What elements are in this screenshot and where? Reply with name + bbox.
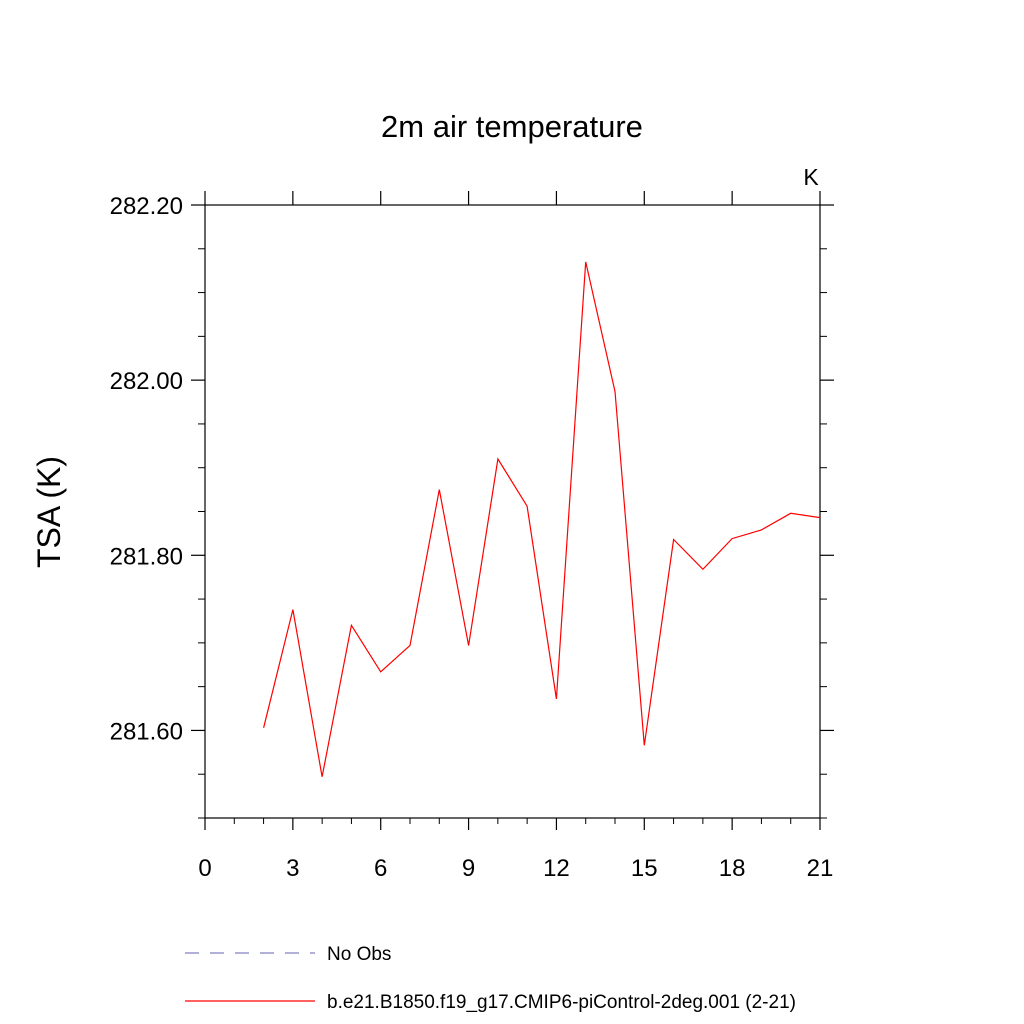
y-tick-label: 281.80 bbox=[110, 543, 183, 570]
tick-labels: 0 3 6 9 12 15 18 21 281.60 281.80 282.00 282.20 bbox=[110, 193, 834, 882]
units-label: K bbox=[803, 164, 819, 190]
y-tick-label: 281.60 bbox=[110, 718, 183, 745]
x-tick-label: 18 bbox=[719, 855, 746, 882]
legend: No Obs b.e21.B1850.f19_g17.CMIP6-piContro… bbox=[185, 944, 796, 1013]
legend-label: b.e21.B1850.f19_g17.CMIP6-piControl-2deg… bbox=[327, 992, 796, 1013]
y-tick-label: 282.00 bbox=[110, 368, 183, 395]
y-axis-label: TSA (K) bbox=[31, 456, 67, 568]
x-tick-label: 9 bbox=[462, 855, 475, 882]
chart-title: 2m air temperature bbox=[381, 109, 643, 144]
series-layer bbox=[263, 261, 821, 777]
series-line bbox=[263, 261, 821, 777]
y-tick-label: 282.20 bbox=[110, 193, 183, 220]
x-tick-label: 15 bbox=[631, 855, 658, 882]
axis-ticks bbox=[191, 191, 834, 830]
x-tick-label: 6 bbox=[374, 855, 387, 882]
legend-label: No Obs bbox=[327, 944, 391, 965]
x-tick-label: 12 bbox=[543, 855, 570, 882]
x-tick-label: 21 bbox=[807, 855, 834, 882]
x-tick-label: 3 bbox=[286, 855, 299, 882]
x-tick-label: 0 bbox=[198, 855, 211, 882]
plot-frame bbox=[204, 204, 821, 819]
